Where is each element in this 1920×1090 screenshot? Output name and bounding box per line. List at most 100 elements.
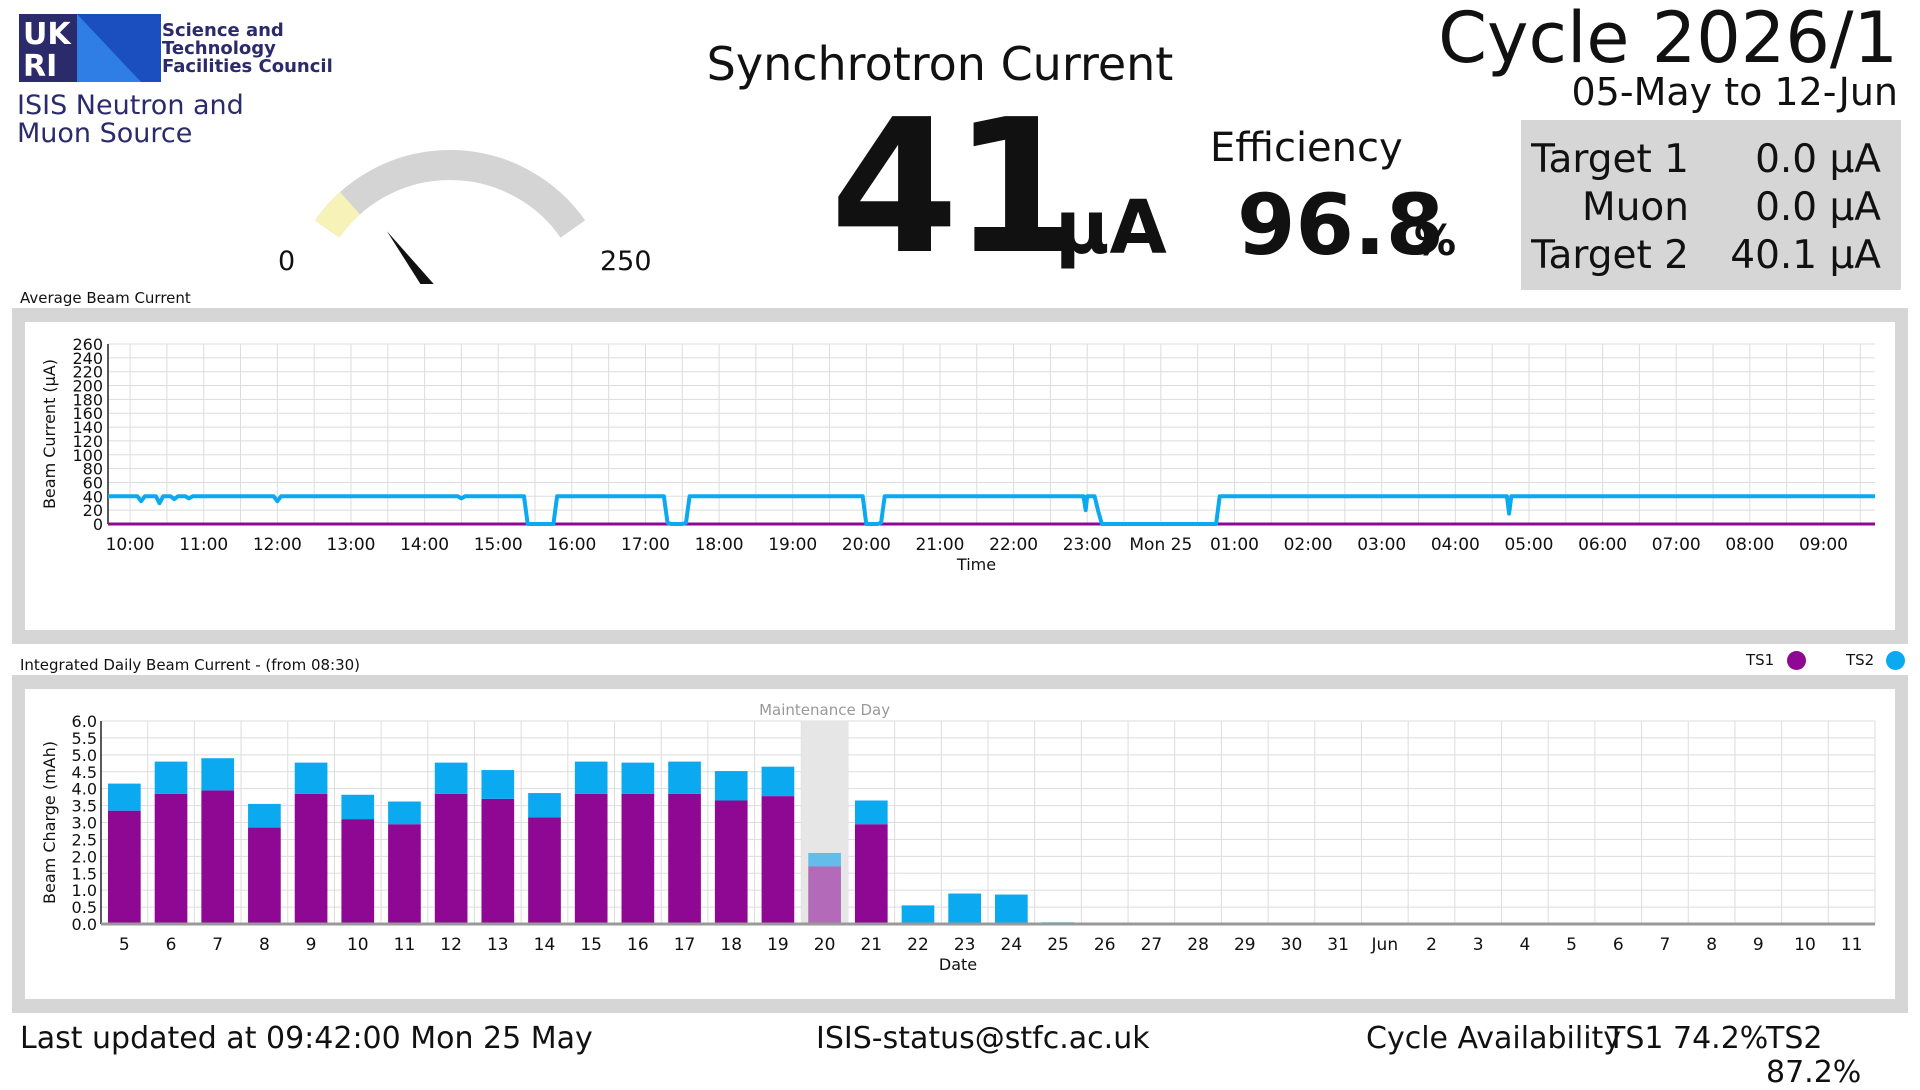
x-tick-label: 5 [1566,935,1577,955]
bar-ts2 [388,801,421,825]
gauge-min-label: 0 [278,246,295,277]
x-tick-label: 18 [720,935,742,955]
y-tick-label: 1.5 [72,864,97,883]
target-row-muon: Muon 0.0 μA [1521,184,1901,232]
x-tick-label: 08:00 [1725,535,1774,555]
y-tick-label: 180 [72,390,103,409]
efficiency-value: 96.8 [1237,176,1445,274]
bar-ts1 [388,824,421,924]
y-tick-label: 20 [83,501,103,520]
y-tick-label: 5.5 [72,729,97,748]
logo-letters-bottom: RI [23,49,57,82]
y-tick-label: 40 [83,487,103,506]
bar-ts1 [481,798,515,924]
gauge-track [314,150,586,238]
org-line-1: Science and [162,20,284,41]
bar-ts1 [528,817,561,924]
avg-panel-title: Average Beam Current [20,289,191,307]
y-axis-label: Beam Charge (mAh) [40,741,59,904]
x-tick-label: 04:00 [1431,535,1480,555]
series-line-ts2 [108,494,1875,526]
current-gauge: 0 250 [270,120,670,295]
cycle-title: Cycle 2026/1 [1438,0,1898,79]
x-tick-label: 24 [1001,935,1023,955]
y-tick-label: 120 [72,432,103,451]
x-tick-label: 17 [674,935,696,955]
y-tick-label: 240 [72,349,103,368]
x-tick-label: 14 [534,935,556,955]
y-tick-label: 0 [93,515,103,534]
bar-ts2 [574,761,608,794]
bar-ts2 [248,803,281,828]
avg-chart-panel: 0 20 40 60 80 100 120 140 160 180 200 220 240 260 10:0… [12,308,1908,644]
x-tick-label: 29 [1234,935,1256,955]
avg-chart-area: 0 20 40 60 80 100 120 140 160 180 200 220 240 260 10:0… [25,322,1895,630]
y-tick-label: 0.5 [72,898,97,917]
logo-letters-top: UK [23,17,72,52]
bar-ts2 [481,770,515,799]
y-tick-label: 1.0 [72,881,97,900]
y-tick-label: 3.5 [72,797,97,816]
bar-ts1 [808,866,841,924]
x-axis-label: Date [939,955,977,974]
bar-ts1 [294,793,328,924]
bar-ts1 [201,790,235,924]
target-name: Muon [1582,185,1689,230]
x-tick-label: 26 [1094,935,1116,955]
daily-chart-area: 0.0 0.5 1.0 1.5 2.0 2.5 3.0 3.5 4.0 4.5 5.0 5.5 6.0 M… [25,689,1895,999]
y-tick-label: 140 [72,418,103,437]
x-tick-label: 12 [440,935,462,955]
x-tick-label: 02:00 [1284,535,1333,555]
x-tick-label: 15 [580,935,602,955]
x-tick-label: 03:00 [1357,535,1406,555]
bar-ts1 [714,800,748,924]
maintenance-label: Maintenance Day [759,701,890,719]
daily-chart-panel: 0.0 0.5 1.0 1.5 2.0 2.5 3.0 3.5 4.0 4.5 5.0 5.5 6.0 M… [12,675,1908,1013]
x-tick-label: 13:00 [326,535,375,555]
org-line-3: Facilities Council [162,56,333,77]
x-tick-label: 19:00 [768,535,817,555]
bar-ts1 [574,793,608,924]
targets-panel: Target 1 0.0 μA Muon 0.0 μA Target 2 40.… [1521,120,1901,290]
x-tick-label: 19 [767,935,789,955]
bar-ts2 [761,766,795,797]
ukri-logo-graphic: UK RI [19,14,161,84]
cycle-dates: 05-May to 12-Jun [1571,70,1899,114]
x-tick-label: 06:00 [1578,535,1627,555]
status-email[interactable]: ISIS-status@stfc.ac.uk [816,1021,1150,1056]
daily-panel-title: Integrated Daily Beam Current - (from 08… [20,656,361,674]
gauge-needle [386,231,437,295]
legend-ts1-label: TS1 [1746,651,1775,669]
x-tick-label: 12:00 [253,535,302,555]
x-tick-label: 17:00 [621,535,670,555]
bar-ts2 [714,771,748,801]
x-tick-label: 30 [1281,935,1303,955]
legend-ts1-dot [1787,651,1806,670]
x-tick-label: 22:00 [989,535,1038,555]
y-tick-label: 0.0 [72,915,97,934]
x-tick-label: 3 [1473,935,1484,955]
x-tick-label: 21:00 [915,535,964,555]
gauge-warn-band [314,191,361,238]
target-name: Target 1 [1531,137,1689,182]
target-name: Target 2 [1531,233,1689,278]
current-value: 41 [830,79,1081,295]
bar-ts2 [108,783,141,811]
y-tick-label: 3.0 [72,814,97,833]
bar-ts1 [341,819,375,924]
availability-ts1: TS1 74.2% [1607,1021,1769,1056]
x-axis-label: Time [956,555,996,574]
bar-ts2 [948,893,981,924]
bar-ts2 [621,762,655,794]
x-tick-label: Mon 25 [1129,535,1192,555]
x-tick-label: 16:00 [547,535,596,555]
x-tick-label: 10:00 [106,535,155,555]
x-tick-label: 31 [1327,935,1349,955]
bar-ts1 [668,793,701,924]
target-row-target1: Target 1 0.0 μA [1521,136,1901,184]
bar-ts2 [341,794,375,820]
bar-ts2 [808,852,841,867]
x-tick-label: 8 [259,935,270,955]
efficiency-unit: % [1414,216,1457,265]
